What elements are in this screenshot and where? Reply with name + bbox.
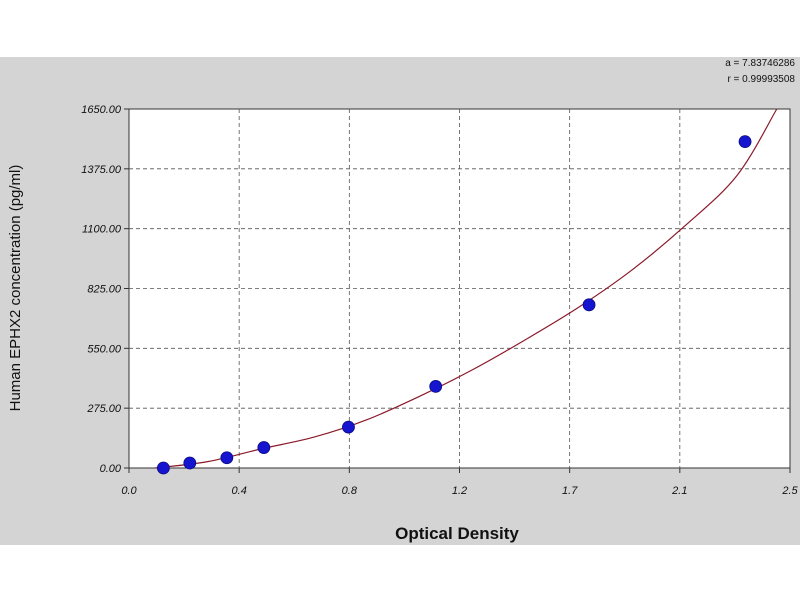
data-point (183, 456, 197, 470)
data-point (156, 461, 170, 475)
x-tick-label: 0.4 (232, 485, 247, 497)
fit-parameter-r: r = 0.99993508 (727, 74, 795, 85)
x-tick-label: 0.8 (342, 485, 358, 497)
y-tick-label: 550.00 (87, 343, 122, 355)
x-tick-label: 0.0 (121, 485, 137, 497)
data-point (582, 298, 596, 312)
chart: a = 7.83746286 r = 0.99993508 0.00 275.00… (7, 58, 799, 543)
data-point (257, 441, 271, 454)
data-point (429, 380, 443, 393)
y-tick-label: 275.00 (86, 403, 122, 415)
chart-panel: a = 7.83746286 r = 0.99993508 0.00 275.00… (0, 57, 800, 545)
x-tick-label: 2.5 (781, 485, 798, 497)
y-tick-label: 1375.00 (81, 164, 122, 176)
x-tick-label: 1.7 (562, 485, 578, 497)
x-tick-label: 1.2 (452, 485, 467, 497)
x-axis-label: Optical Density (395, 524, 519, 543)
y-tick-label: 1650.00 (81, 104, 122, 116)
data-point (220, 451, 234, 465)
data-points (156, 135, 752, 475)
data-point (738, 135, 752, 149)
y-tick-label: 1100.00 (82, 224, 122, 236)
data-point (342, 420, 355, 434)
fit-parameter-a: a = 7.83746286 (725, 58, 795, 69)
x-axis: 0.0 0.4 0.8 1.2 1.7 2.1 2.5 (121, 468, 799, 497)
grid-lines (129, 109, 790, 468)
y-tick-label: 0.00 (100, 463, 122, 475)
y-axis: 0.00 275.00 550.00 825.00 1100.00 1375.00 1650… (81, 104, 129, 475)
y-axis-label: Human EPHX2 concentration (pg/ml) (7, 165, 24, 412)
x-tick-label: 2.1 (671, 485, 687, 497)
y-tick-label: 825.00 (87, 284, 122, 296)
